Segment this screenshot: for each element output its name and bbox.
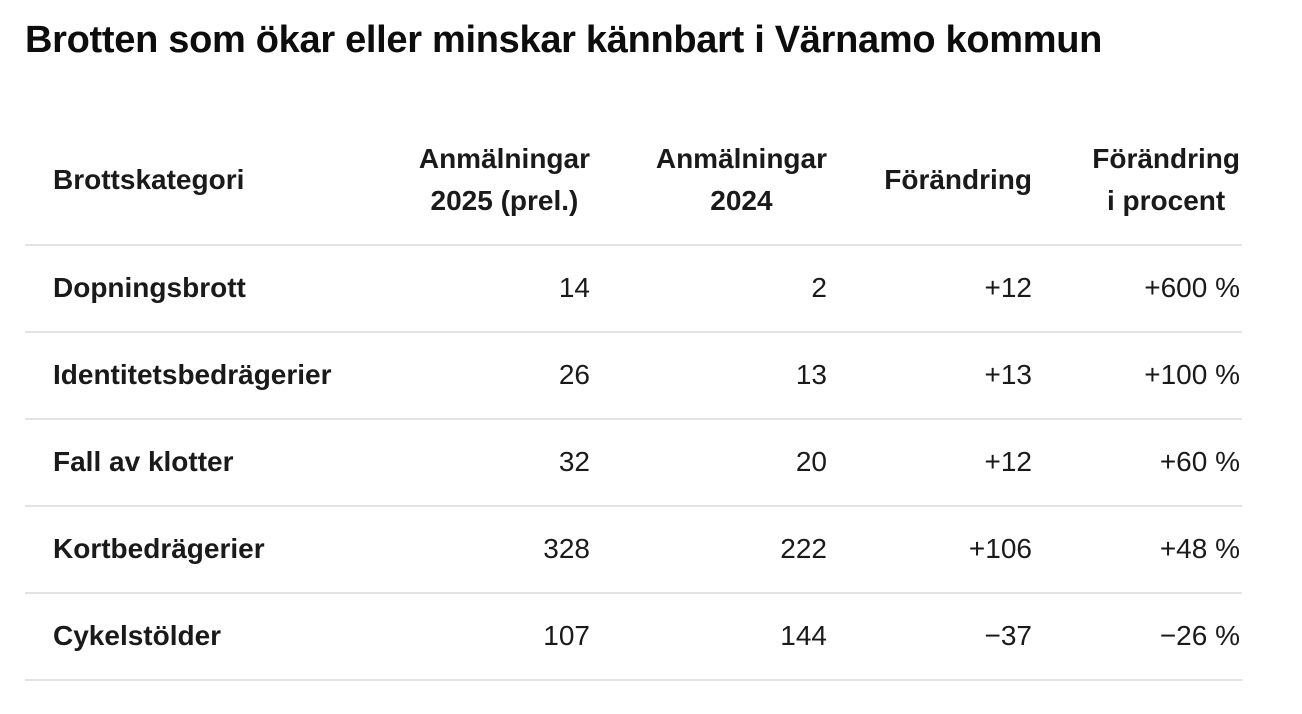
category-cell: Kortbedrägerier: [25, 505, 405, 594]
value-cell-change-pct: +60 %: [1034, 418, 1242, 507]
value-cell-change-pct: −26 %: [1034, 592, 1242, 681]
table-row: Fall av klotter 32 20 +12 +60 %: [25, 418, 1242, 507]
table-row: Kortbedrägerier 328 222 +106 +48 %: [25, 505, 1242, 594]
category-cell: Dopningsbrott: [25, 244, 405, 333]
column-header-label: Anmälningar: [418, 142, 590, 174]
value-cell-change: +12: [829, 244, 1034, 333]
value-cell-2024: 2: [592, 244, 829, 333]
value-cell-change: +12: [829, 418, 1034, 507]
category-cell: Fall av klotter: [25, 418, 405, 507]
column-header-label: 2024: [710, 184, 773, 216]
value-cell-2025: 26: [405, 331, 592, 420]
column-header-label: 2025 (prel.): [430, 184, 579, 216]
column-header-forandring-procent: Förändring i procent: [1034, 137, 1242, 246]
value-cell-change: +13: [829, 331, 1034, 420]
value-cell-change-pct: +600 %: [1034, 244, 1242, 333]
value-cell-2024: 144: [592, 592, 829, 681]
value-cell-change-pct: +48 %: [1034, 505, 1242, 594]
column-header-label: Anmälningar: [655, 142, 827, 174]
column-header-anmalningar-2024: Anmälningar 2024: [592, 137, 829, 246]
category-cell: Identitetsbedrägerier: [25, 331, 405, 420]
crime-table-widget: Brotten som ökar eller minskar kännbart …: [0, 18, 1302, 681]
value-cell-2025: 14: [405, 244, 592, 333]
column-header-brottskategori: Brottskategori: [25, 137, 405, 246]
column-header-forandring: Förändring: [829, 137, 1034, 246]
column-header-label: Förändring: [884, 163, 1032, 195]
value-cell-2024: 20: [592, 418, 829, 507]
value-cell-2025: 32: [405, 418, 592, 507]
category-cell: Cykelstölder: [25, 592, 405, 681]
value-cell-change: +106: [829, 505, 1034, 594]
table-row: Identitetsbedrägerier 26 13 +13 +100 %: [25, 331, 1242, 420]
value-cell-2024: 222: [592, 505, 829, 594]
header-row: Brottskategori Anmälningar 2025 (prel.) …: [25, 137, 1242, 246]
table-row: Cykelstölder 107 144 −37 −26 %: [25, 592, 1242, 681]
value-cell-2025: 328: [405, 505, 592, 594]
table-row: Dopningsbrott 14 2 +12 +600 %: [25, 244, 1242, 333]
column-header-label: Förändring: [1092, 142, 1240, 174]
chart-title: Brotten som ökar eller minskar kännbart …: [25, 19, 1103, 61]
column-header-label: i procent: [1107, 184, 1226, 216]
value-cell-2024: 13: [592, 331, 829, 420]
value-cell-change: −37: [829, 592, 1034, 681]
column-header-label: Brottskategori: [53, 163, 245, 195]
column-header-anmalningar-2025: Anmälningar 2025 (prel.): [405, 137, 592, 246]
crime-stats-table: Brottskategori Anmälningar 2025 (prel.) …: [25, 137, 1242, 681]
value-cell-change-pct: +100 %: [1034, 331, 1242, 420]
value-cell-2025: 107: [405, 592, 592, 681]
